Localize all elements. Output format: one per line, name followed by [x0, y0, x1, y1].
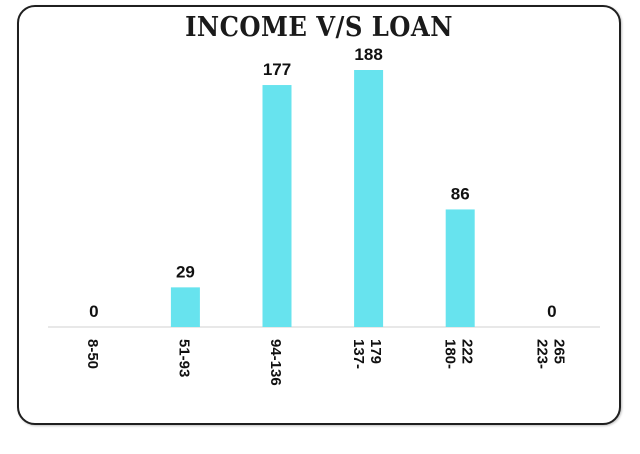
tick-label-line: 94-136	[267, 339, 284, 386]
tick-label-line: 137-	[350, 339, 367, 369]
tick-label-8-50: 8-50	[84, 339, 101, 369]
tick-label-94-136: 94-136	[267, 339, 284, 386]
tick-label-line: 265	[550, 339, 567, 364]
bar-51-93	[170, 287, 200, 327]
data-label-94-136: 177	[263, 60, 291, 79]
tick-label-line: 8-50	[84, 339, 101, 369]
data-label-137-179: 188	[354, 45, 382, 64]
tick-label-line: 179	[367, 339, 384, 364]
data-label-51-93: 29	[176, 262, 195, 281]
tick-label-137-179: 137- 179	[350, 339, 384, 369]
data-label-8-50: 0	[89, 302, 98, 321]
tick-label-223-265: 223- 265	[533, 339, 567, 369]
chart-frame: INCOME V/S LOAN	[17, 5, 621, 425]
tick-label-line: 51-93	[175, 339, 192, 377]
tick-label-180-222: 180- 222	[442, 339, 476, 369]
bar-94-136	[262, 85, 292, 327]
data-label-180-222: 86	[451, 184, 470, 203]
tick-label-line: 223-	[533, 339, 550, 369]
chart-title: INCOME V/S LOAN	[185, 12, 453, 43]
tick-label-line: 180-	[442, 339, 459, 369]
tick-label-line: 222	[459, 339, 476, 364]
bar-137-179	[354, 70, 384, 327]
bar-180-222	[445, 209, 475, 327]
data-label-223-265: 0	[547, 302, 556, 321]
tick-label-51-93: 51-93	[175, 339, 192, 377]
